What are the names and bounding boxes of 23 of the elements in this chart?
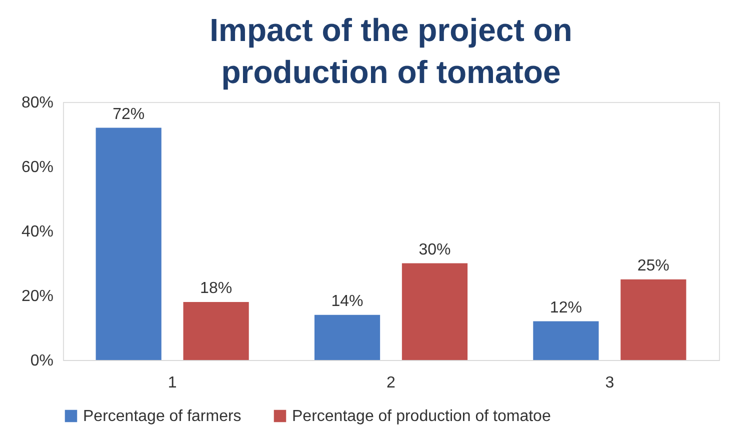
bar [402,263,468,360]
y-tick-label: 20% [21,288,54,305]
y-tick-label: 60% [21,159,54,176]
bar [620,279,686,360]
y-tick-label: 80% [21,94,54,112]
x-tick-label: 1 [168,374,177,392]
data-label: 12% [550,299,582,316]
legend-label: Percentage of production of tomatoe [292,408,551,425]
y-tick-label: 40% [21,224,54,240]
bar [533,321,599,360]
data-label: 14% [331,292,364,310]
data-label: 72% [112,106,145,123]
data-label: 30% [418,241,451,258]
x-tick-label: 2 [386,374,396,392]
y-tick-label: 0% [30,352,54,370]
chart-title: Impact of the project on production of tomatoe [210,12,572,90]
bar [314,314,380,360]
legend-label: Percentage of farmers [83,408,242,425]
data-label: 25% [637,257,670,274]
x-tick-label: 3 [605,374,614,392]
bar [183,302,249,360]
data-label: 18% [200,280,232,297]
bar [96,128,162,360]
